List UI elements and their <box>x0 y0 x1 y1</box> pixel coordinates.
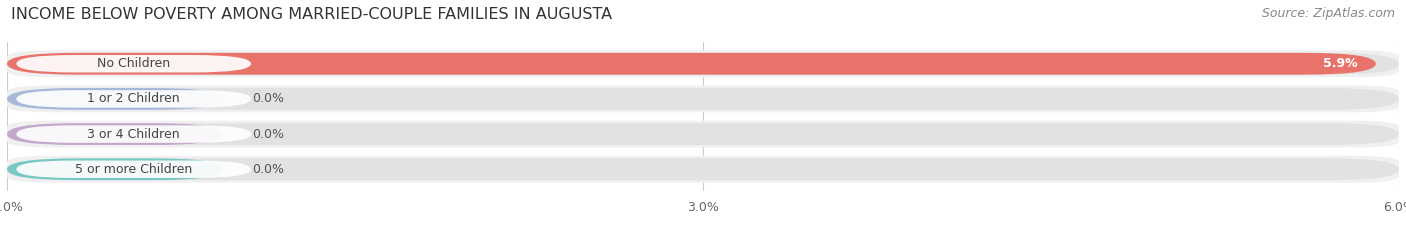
FancyBboxPatch shape <box>7 158 1399 180</box>
FancyBboxPatch shape <box>7 50 1399 77</box>
FancyBboxPatch shape <box>7 121 1399 147</box>
Text: 5.9%: 5.9% <box>1323 57 1357 70</box>
Text: 5 or more Children: 5 or more Children <box>75 163 193 176</box>
FancyBboxPatch shape <box>7 123 224 145</box>
Text: 0.0%: 0.0% <box>252 163 284 176</box>
FancyBboxPatch shape <box>7 86 1399 112</box>
FancyBboxPatch shape <box>7 158 224 180</box>
FancyBboxPatch shape <box>17 90 252 108</box>
FancyBboxPatch shape <box>7 156 1399 183</box>
FancyBboxPatch shape <box>7 53 1376 75</box>
Text: 1 or 2 Children: 1 or 2 Children <box>87 93 180 105</box>
Text: 0.0%: 0.0% <box>252 128 284 140</box>
FancyBboxPatch shape <box>17 55 252 72</box>
FancyBboxPatch shape <box>17 161 252 178</box>
Text: No Children: No Children <box>97 57 170 70</box>
FancyBboxPatch shape <box>7 88 1399 110</box>
FancyBboxPatch shape <box>17 125 252 143</box>
FancyBboxPatch shape <box>7 123 1399 145</box>
Text: 3 or 4 Children: 3 or 4 Children <box>87 128 180 140</box>
FancyBboxPatch shape <box>7 53 1399 75</box>
Text: Source: ZipAtlas.com: Source: ZipAtlas.com <box>1261 7 1395 20</box>
Text: 0.0%: 0.0% <box>252 93 284 105</box>
FancyBboxPatch shape <box>7 88 224 110</box>
Text: INCOME BELOW POVERTY AMONG MARRIED-COUPLE FAMILIES IN AUGUSTA: INCOME BELOW POVERTY AMONG MARRIED-COUPL… <box>11 7 613 22</box>
